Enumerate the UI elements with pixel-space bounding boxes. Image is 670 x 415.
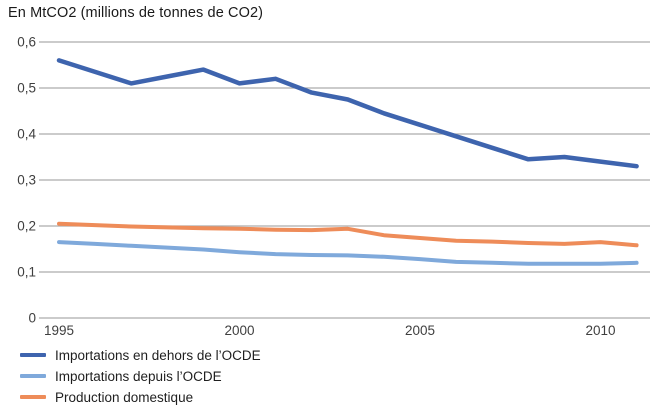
y-axis-tick-label: 0,4	[17, 127, 36, 142]
y-axis-tick-label: 0,6	[17, 35, 36, 50]
y-axis-tick-label: 0,2	[17, 219, 36, 234]
plot-area: 0 0,1 0,2 0,3 0,4 0,5 0,6 1995 2000 2005 2010	[17, 35, 650, 338]
x-axis-tick-label: 2000	[224, 323, 254, 338]
y-axis-tick-label: 0,3	[17, 173, 36, 188]
series-line	[57, 240, 639, 266]
legend-label: Importations en dehors de l’OCDE	[55, 347, 261, 363]
series-line	[56, 58, 639, 169]
y-axis-tick-label: 0,5	[17, 81, 36, 96]
y-axis-tick-label: 0	[28, 311, 36, 326]
legend: Importations en dehors de l’OCDE Importa…	[20, 347, 261, 405]
x-axis-tick-label: 1995	[44, 323, 74, 338]
x-axis-tick-label: 2005	[405, 323, 435, 338]
legend-label: Production domestique	[55, 389, 194, 405]
series-line	[57, 221, 639, 248]
legend-swatch-dark-blue	[20, 353, 46, 357]
legend-swatch-orange	[20, 395, 46, 399]
y-axis-tick-label: 0,1	[17, 265, 36, 280]
legend-item-imports-ocde: Importations depuis l’OCDE	[20, 368, 261, 384]
chart-title: En MtCO2 (millions de tonnes de CO2)	[8, 5, 264, 21]
legend-swatch-light-blue	[20, 374, 46, 378]
legend-item-production-domestique: Production domestique	[20, 389, 261, 405]
legend-label: Importations depuis l’OCDE	[55, 368, 222, 384]
x-axis-tick-label: 2010	[585, 323, 615, 338]
legend-item-imports-hors-ocde: Importations en dehors de l’OCDE	[20, 347, 261, 363]
